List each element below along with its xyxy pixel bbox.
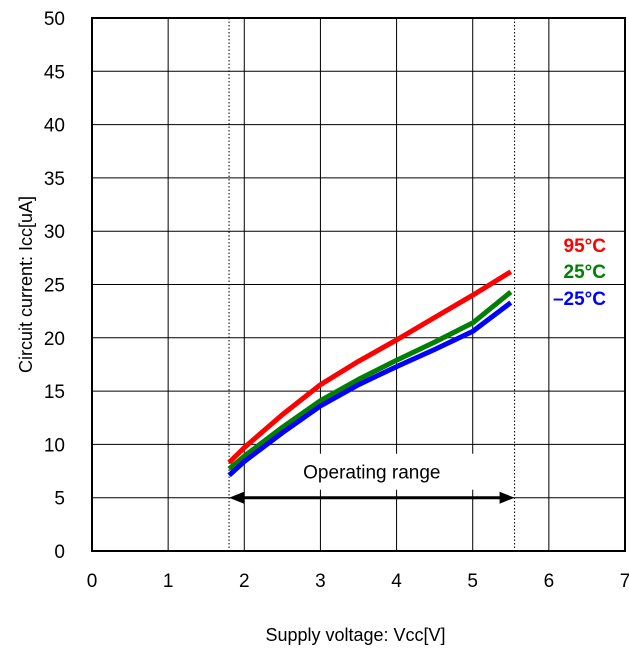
grid [92, 18, 625, 551]
x-tick-label: 2 [239, 571, 250, 592]
y-tick-label: 15 [44, 382, 65, 403]
y-axis-title: Circuit current: Icc[uA] [16, 196, 36, 373]
x-tick-label: 3 [315, 571, 326, 592]
operating-range-markers [228, 18, 516, 551]
annotation: Operating range [229, 453, 515, 504]
y-tick-label: 50 [44, 9, 65, 30]
y-tick-label: 45 [44, 62, 65, 83]
y-tick-label: 40 [44, 116, 65, 137]
operating-range-label: Operating range [303, 463, 440, 484]
x-tick-label: 4 [391, 571, 402, 592]
y-tick-label: 20 [44, 329, 65, 350]
y-tick-label: 30 [44, 222, 65, 243]
series-lines [227, 269, 513, 478]
series-label: 95°C [564, 236, 607, 257]
series-label: 25°C [564, 262, 607, 283]
series-line [227, 300, 513, 478]
series-label: –25°C [553, 289, 606, 310]
y-tick-label: 5 [54, 489, 65, 510]
annotation-background [269, 453, 474, 490]
x-axis-title: Supply voltage: Vcc[V] [265, 625, 445, 645]
y-tick-label: 10 [44, 435, 65, 456]
y-tick-label: 0 [54, 542, 65, 563]
arrow-head-right [499, 491, 515, 504]
plot-frame [91, 17, 626, 552]
y-tick-label: 25 [44, 276, 65, 297]
arrow-head-left [229, 491, 245, 504]
series-line [227, 269, 513, 465]
x-tick-label: 0 [87, 571, 98, 592]
x-tick-label: 1 [163, 571, 174, 592]
x-tick-label: 7 [620, 571, 629, 592]
series-labels: 95°C 25°C –25°C [553, 236, 606, 310]
x-tick-label: 5 [467, 571, 478, 592]
y-tick-label: 35 [44, 169, 65, 190]
x-tick-label: 6 [544, 571, 555, 592]
series-line [227, 290, 513, 471]
